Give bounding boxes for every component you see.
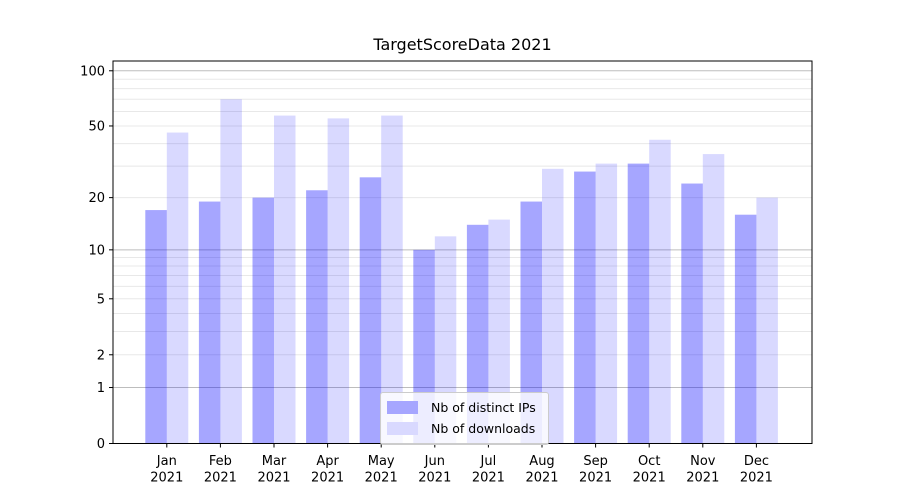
legend-item-distinct-ips: Nb of distinct IPs xyxy=(387,400,539,415)
x-tick-label-year: 2021 xyxy=(579,471,612,486)
bar-downloads-mar xyxy=(274,115,296,444)
bar-downloads-jan xyxy=(166,132,189,444)
bar-ips-apr xyxy=(306,190,328,444)
bar-ips-jan xyxy=(145,210,167,444)
bar-ips-may xyxy=(359,177,382,444)
x-tick-label-year: 2021 xyxy=(472,471,505,486)
bar-downloads-nov xyxy=(702,154,725,444)
y-tick-label: 50 xyxy=(88,119,105,134)
bar-downloads-dec xyxy=(756,197,778,444)
bar-downloads-feb xyxy=(220,99,242,444)
bar-downloads-aug xyxy=(542,168,564,444)
x-tick-label-year: 2021 xyxy=(365,471,398,486)
x-tick-label-month: Jan xyxy=(156,454,177,469)
x-tick-label-year: 2021 xyxy=(150,471,183,486)
legend-swatch-distinct-ips xyxy=(387,401,418,414)
chart-legend: Nb of distinct IPs Nb of downloads xyxy=(380,392,549,445)
y-tick-label: 20 xyxy=(88,191,105,206)
x-tick-label-year: 2021 xyxy=(525,471,558,486)
x-tick-label-year: 2021 xyxy=(686,471,719,486)
x-tick-label-year: 2021 xyxy=(257,471,290,486)
y-tick-label: 2 xyxy=(97,348,105,363)
x-tick-label-year: 2021 xyxy=(418,471,451,486)
bar-downloads-oct xyxy=(649,139,671,444)
x-tick-label-month: Nov xyxy=(690,454,716,469)
bar-downloads-jul xyxy=(488,219,510,444)
bar-ips-nov xyxy=(681,183,703,444)
bar-ips-oct xyxy=(627,163,650,444)
bar-ips-mar xyxy=(252,197,274,444)
legend-item-downloads: Nb of downloads xyxy=(387,421,539,436)
x-tick-label-month: Jun xyxy=(424,454,445,469)
x-tick-label-year: 2021 xyxy=(740,471,773,486)
x-tick-label-month: Jul xyxy=(480,454,497,469)
legend-label-distinct-ips: Nb of distinct IPs xyxy=(431,400,536,415)
y-tick-label: 5 xyxy=(97,292,105,307)
legend-label-downloads: Nb of downloads xyxy=(431,421,536,436)
y-tick-label: 1 xyxy=(97,381,105,396)
x-tick-label-year: 2021 xyxy=(311,471,344,486)
x-tick-label-month: Apr xyxy=(316,454,339,469)
x-tick-label-month: Feb xyxy=(209,454,232,469)
x-tick-label-month: Sep xyxy=(583,454,608,469)
y-tick-label: 0 xyxy=(97,437,105,452)
bar-ips-jul xyxy=(466,224,489,444)
bar-ips-sep xyxy=(574,171,596,444)
x-tick-label-month: Aug xyxy=(529,454,554,469)
y-tick-label: 10 xyxy=(88,243,105,258)
y-tick-label: 100 xyxy=(80,64,105,79)
bar-ips-dec xyxy=(734,214,757,444)
x-tick-label-month: Oct xyxy=(638,454,660,469)
bar-downloads-may xyxy=(381,115,403,444)
chart-title: TargetScoreData 2021 xyxy=(373,35,552,54)
x-tick-label-month: May xyxy=(368,454,395,469)
x-tick-label-month: Mar xyxy=(262,454,287,469)
x-tick-label-month: Dec xyxy=(744,454,769,469)
legend-swatch-downloads xyxy=(387,422,418,435)
bar-downloads-jun xyxy=(434,236,457,444)
x-tick-label-year: 2021 xyxy=(633,471,666,486)
bar-downloads-sep xyxy=(595,163,618,444)
bar-ips-aug xyxy=(520,201,542,444)
bar-downloads-apr xyxy=(327,118,350,444)
bar-ips-feb xyxy=(198,201,221,444)
x-tick-label-year: 2021 xyxy=(204,471,237,486)
